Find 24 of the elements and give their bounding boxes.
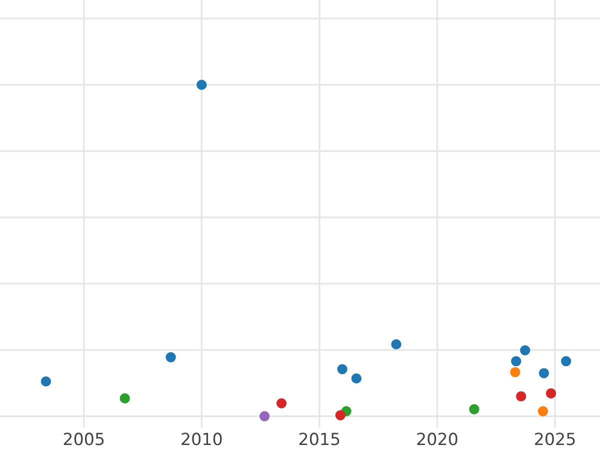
point [546,388,556,398]
point [196,80,207,90]
point [391,339,402,350]
x-tick-label: 2025 [535,432,575,446]
point [520,345,530,356]
point [335,410,346,420]
point [276,398,287,408]
point [337,364,348,374]
point [469,404,480,414]
x-tick-label: 2015 [299,432,340,446]
point [166,352,176,362]
point [511,356,522,366]
point [40,376,52,387]
point [510,367,520,378]
x-tick-label: 2005 [64,432,104,446]
point [120,393,130,404]
point [351,373,362,384]
point [538,406,548,416]
x-tick-label: 2020 [417,432,458,446]
point [560,356,572,366]
point [259,411,270,422]
point [516,391,526,402]
x-tick-label: 2010 [182,432,222,446]
point [538,368,550,378]
